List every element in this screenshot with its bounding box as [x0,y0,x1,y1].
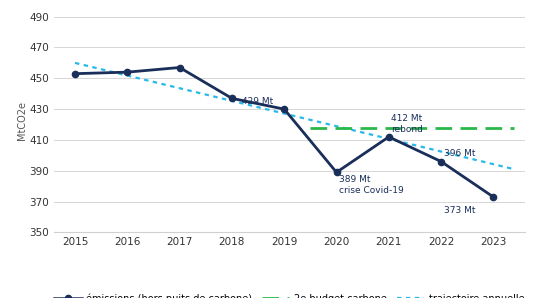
Legend: émissions (hors puits de carbone), 2e budget carbone, trajectoire annuelle: émissions (hors puits de carbone), 2e bu… [50,290,529,298]
Text: 396 Mt: 396 Mt [444,150,475,159]
Text: 373 Mt: 373 Mt [444,207,475,215]
Y-axis label: MtCO2e: MtCO2e [17,101,27,140]
Text: 412 Mt
rebond: 412 Mt rebond [392,114,423,134]
Text: 389 Mt
crise Covid-19: 389 Mt crise Covid-19 [339,176,404,195]
Text: 429 Mt: 429 Mt [242,97,274,106]
